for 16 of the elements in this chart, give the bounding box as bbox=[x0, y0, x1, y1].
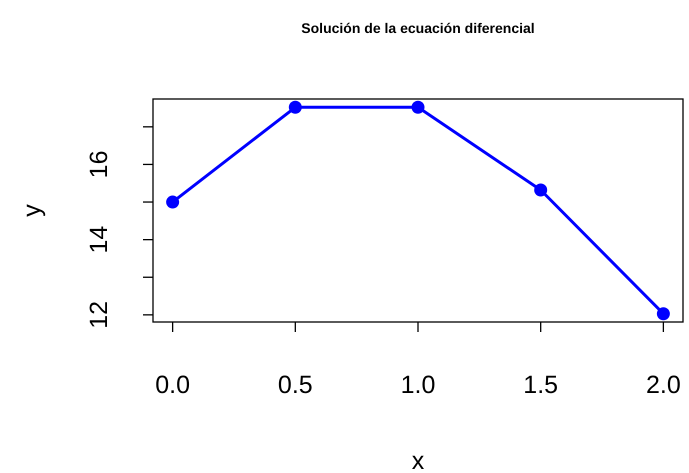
x-tick-label: 2.0 bbox=[646, 371, 681, 399]
y-axis-title: y bbox=[18, 204, 46, 217]
point bbox=[288, 100, 302, 114]
point bbox=[166, 196, 180, 209]
y-tick-label: 14 bbox=[85, 226, 113, 254]
point bbox=[412, 100, 424, 114]
y-tick-label: 16 bbox=[85, 150, 113, 178]
y-tick-label: 12 bbox=[85, 300, 113, 329]
point bbox=[534, 184, 548, 197]
x-axis-title: x bbox=[412, 447, 425, 473]
point bbox=[656, 307, 670, 320]
x-tick-label: 0.0 bbox=[155, 371, 190, 399]
x-tick-label: 0.5 bbox=[278, 371, 313, 399]
x-tick-label: 1.5 bbox=[523, 371, 558, 399]
chart-title: Solución de la ecuación diferencial bbox=[301, 20, 535, 36]
x-tick-label: 1.0 bbox=[400, 371, 436, 399]
